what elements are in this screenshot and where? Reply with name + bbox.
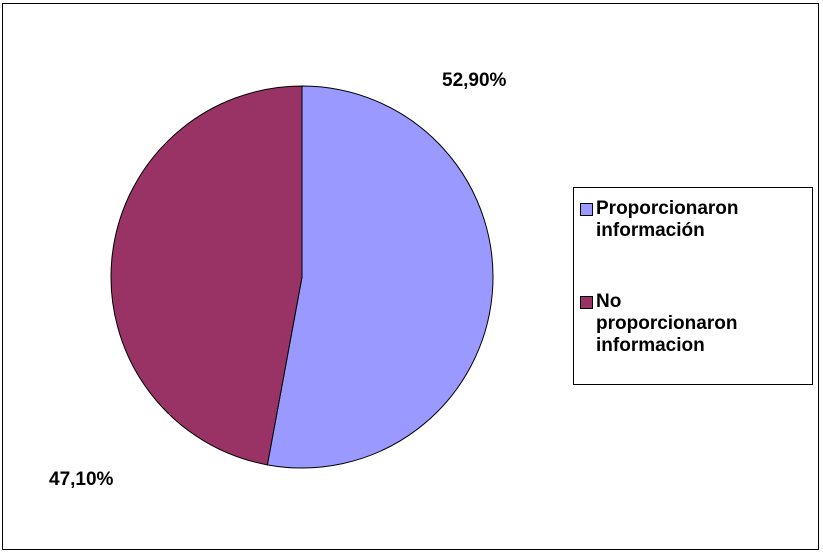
legend: Proporcionaron información No proporcion… [573, 187, 813, 385]
legend-line: proporcionaron [596, 313, 738, 334]
pie-chart [110, 85, 494, 469]
legend-line: No [596, 291, 622, 312]
legend-swatch-no-proporcionaron [580, 296, 593, 309]
legend-label-proporcionaron: Proporcionaron información [596, 198, 739, 242]
legend-line: información [596, 220, 705, 241]
data-label-no-proporcionaron: 47,10% [49, 469, 114, 490]
legend-swatch-proporcionaron [580, 203, 593, 216]
legend-label-no-proporcionaron: No proporcionaron informacion [596, 291, 737, 357]
chart-area: 52,90% 47,10% Proporcionaron información… [2, 3, 819, 550]
legend-line: Proporcionaron [596, 198, 739, 219]
pie-slice-proporcionaron [266, 85, 494, 469]
data-label-proporcionaron: 52,90% [442, 70, 507, 91]
legend-line: informacion [596, 335, 705, 356]
pie-slice-no-proporcionaron [110, 85, 303, 466]
